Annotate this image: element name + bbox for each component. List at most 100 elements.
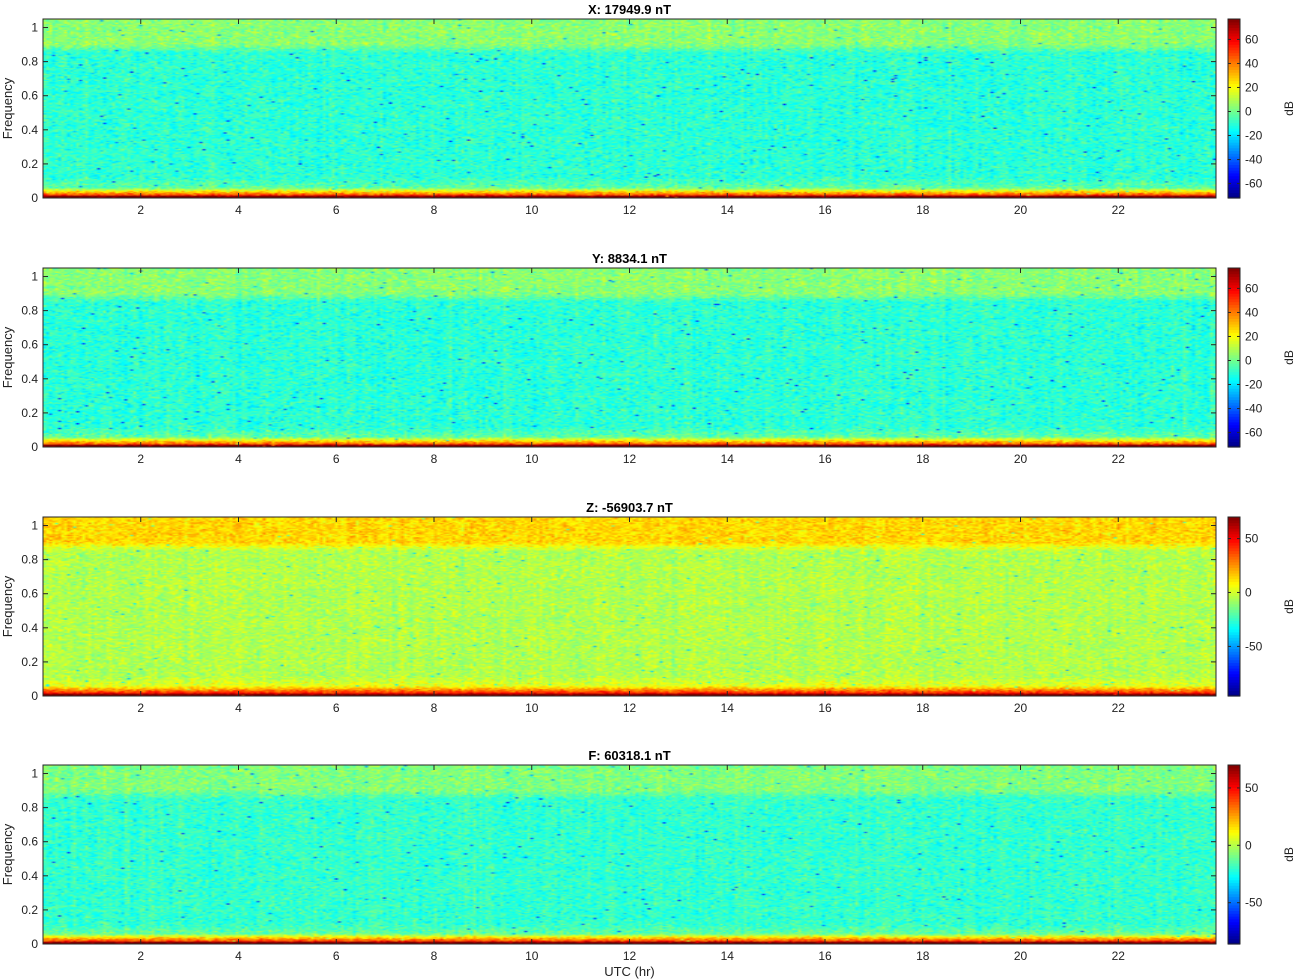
colorbar-tick-label: 20 bbox=[1245, 80, 1259, 94]
colorbar-swatch bbox=[1228, 584, 1240, 588]
colorbar-swatch bbox=[1228, 444, 1240, 448]
colorbar-tick-label: 50 bbox=[1245, 532, 1259, 546]
y-tick-label: 0.8 bbox=[21, 55, 38, 69]
colorbar-swatch bbox=[1228, 668, 1240, 672]
colorbar-swatch bbox=[1228, 522, 1240, 526]
colorbar-swatch bbox=[1228, 276, 1240, 280]
x-tick-label: 10 bbox=[525, 949, 539, 963]
colorbar-swatch bbox=[1228, 30, 1240, 34]
colorbar-swatch bbox=[1228, 346, 1240, 350]
colorbar-swatch bbox=[1228, 553, 1240, 557]
colorbar-swatch bbox=[1228, 938, 1240, 942]
colorbar-swatch bbox=[1228, 572, 1240, 577]
colorbar-swatch bbox=[1228, 309, 1240, 314]
colorbar-swatch bbox=[1228, 377, 1240, 381]
colorbar-swatch bbox=[1228, 665, 1240, 669]
colorbar-swatch bbox=[1228, 642, 1240, 647]
colorbar-swatch bbox=[1228, 820, 1240, 825]
colorbar-tick-label: -40 bbox=[1245, 153, 1263, 167]
colorbar-swatch bbox=[1228, 69, 1240, 73]
colorbar-swatch bbox=[1228, 116, 1240, 121]
colorbar-swatch bbox=[1228, 27, 1240, 31]
colorbar-swatch bbox=[1228, 385, 1240, 389]
colorbar-swatch bbox=[1228, 648, 1240, 652]
colorbar-swatch bbox=[1228, 161, 1240, 166]
colorbar-swatch bbox=[1228, 896, 1240, 900]
colorbar-swatch bbox=[1228, 885, 1240, 889]
colorbar-swatch bbox=[1228, 139, 1240, 143]
colorbar-swatch bbox=[1228, 337, 1240, 342]
colorbar-swatch bbox=[1228, 125, 1240, 129]
colorbar-swatch bbox=[1228, 564, 1240, 568]
y-tick-label: 0.8 bbox=[21, 304, 38, 318]
colorbar-swatch bbox=[1228, 295, 1240, 300]
colorbar-swatch bbox=[1228, 153, 1240, 157]
colorbar-swatch bbox=[1228, 19, 1240, 23]
x-tick-label: 20 bbox=[1014, 452, 1028, 466]
colorbar-swatch bbox=[1228, 189, 1240, 194]
x-tick-label: 14 bbox=[721, 452, 735, 466]
colorbar-swatch bbox=[1228, 357, 1240, 361]
colorbar-swatch bbox=[1228, 72, 1240, 76]
colorbar-swatch bbox=[1228, 781, 1240, 786]
colorbar-swatch bbox=[1228, 351, 1240, 356]
colorbar-swatch bbox=[1228, 773, 1240, 777]
colorbar-tick-label: 0 bbox=[1245, 354, 1252, 368]
colorbar-swatch bbox=[1228, 323, 1240, 328]
x-tick-label: 2 bbox=[137, 452, 144, 466]
spectrogram-panel-2: Y: 8834.1 nT2 4 6 8 10 12 14 16 18 20 2200.20.40.6… bbox=[0, 251, 1296, 466]
colorbar-swatch bbox=[1228, 634, 1240, 638]
colorbar-swatch bbox=[1228, 94, 1240, 98]
colorbar-swatch bbox=[1228, 184, 1240, 188]
colorbar-swatch bbox=[1228, 910, 1240, 914]
spectrogram-panel-1: X: 17949.9 nT2 4 6 8 10 12 14 16 18 20 2200.20.40.… bbox=[0, 2, 1296, 217]
colorbar-label: dB bbox=[1282, 599, 1296, 614]
colorbar-tick-label: -20 bbox=[1245, 129, 1263, 143]
colorbar-swatch bbox=[1228, 823, 1240, 828]
x-tick-label: 4 bbox=[235, 203, 242, 217]
colorbar-swatch bbox=[1228, 826, 1240, 830]
spectrogram-panel-4: F: 60318.1 nT2 4 6 8 10 12 14 16 18 20 2200.20.40.… bbox=[0, 748, 1296, 979]
x-tick-label: 22 bbox=[1112, 452, 1126, 466]
colorbar-swatch bbox=[1228, 547, 1240, 552]
x-tick-label: 18 bbox=[916, 701, 930, 715]
colorbar-swatch bbox=[1228, 343, 1240, 347]
colorbar-swatch bbox=[1228, 368, 1240, 373]
colorbar-swatch bbox=[1228, 63, 1240, 68]
y-tick-label: 0.6 bbox=[21, 587, 38, 601]
colorbar-swatch bbox=[1228, 890, 1240, 895]
x-tick-label: 16 bbox=[818, 452, 832, 466]
x-tick-label: 16 bbox=[818, 203, 832, 217]
colorbar-swatch bbox=[1228, 52, 1240, 56]
colorbar-swatch bbox=[1228, 530, 1240, 535]
colorbar-swatch bbox=[1228, 656, 1240, 661]
colorbar-swatch bbox=[1228, 640, 1240, 644]
colorbar-swatch bbox=[1228, 419, 1240, 423]
colorbar-swatch bbox=[1228, 617, 1240, 622]
colorbar-swatch bbox=[1228, 80, 1240, 84]
colorbar-swatch bbox=[1228, 879, 1240, 884]
y-tick-label: 0 bbox=[31, 937, 38, 951]
x-tick-label: 12 bbox=[623, 452, 637, 466]
colorbar-swatch bbox=[1228, 287, 1240, 291]
colorbar-swatch bbox=[1228, 332, 1240, 336]
colorbar-swatch bbox=[1228, 405, 1240, 409]
colorbar-tick-label: 60 bbox=[1245, 281, 1259, 295]
colorbar-swatch bbox=[1228, 105, 1240, 110]
x-tick-label: 12 bbox=[623, 949, 637, 963]
colorbar-swatch bbox=[1228, 382, 1240, 387]
y-tick-label: 0.4 bbox=[21, 869, 38, 883]
colorbar-swatch bbox=[1228, 329, 1240, 333]
colorbar-swatch bbox=[1228, 893, 1240, 898]
colorbar-tick-label: -40 bbox=[1245, 402, 1263, 416]
colorbar-swatch bbox=[1228, 122, 1240, 126]
colorbar-swatch bbox=[1228, 315, 1240, 319]
colorbar-swatch bbox=[1228, 659, 1240, 664]
x-tick-label: 20 bbox=[1014, 949, 1028, 963]
colorbar-swatch bbox=[1228, 603, 1240, 608]
colorbar-swatch bbox=[1228, 815, 1240, 819]
colorbar-swatch bbox=[1228, 55, 1240, 59]
colorbar-swatch bbox=[1228, 589, 1240, 594]
colorbar-swatch bbox=[1228, 21, 1240, 26]
colorbar-swatch bbox=[1228, 281, 1240, 286]
